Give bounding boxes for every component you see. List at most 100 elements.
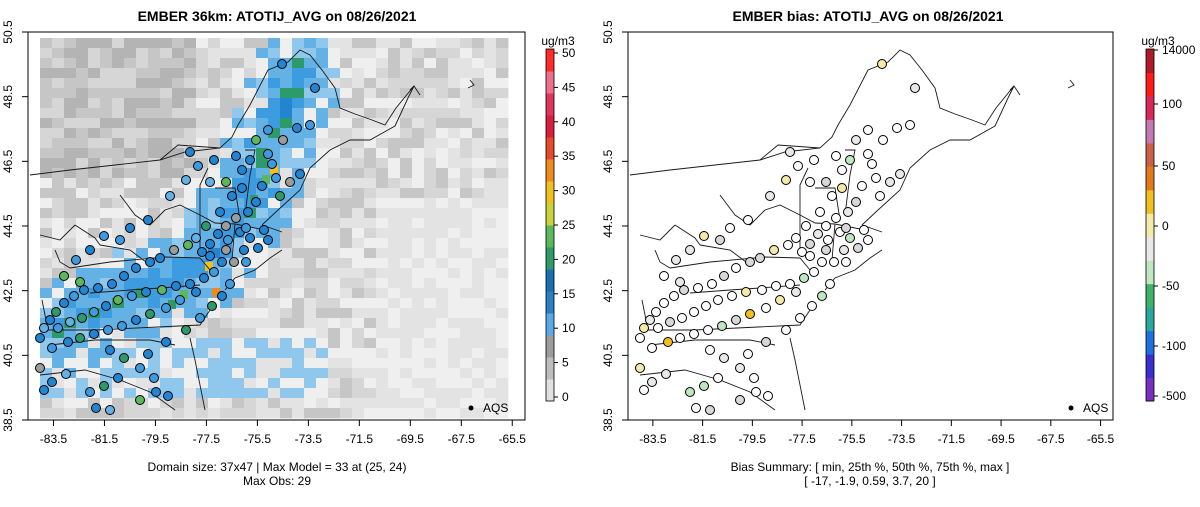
model-grid-cell [40,48,53,59]
model-grid-cell [292,68,305,79]
model-grid-cell [388,408,401,419]
model-grid-cell [328,168,341,179]
model-grid-cell [484,48,497,59]
model-grid-cell [112,198,125,209]
model-grid-cell [64,358,77,369]
model-grid-cell [280,108,293,119]
model-grid-cell [484,368,497,379]
model-grid-cell [280,398,293,409]
model-grid-cell [100,108,113,119]
station-point [831,151,841,161]
station-point [292,123,302,133]
model-grid-cell [328,128,341,139]
station-point [199,273,209,283]
model-grid-cell [160,168,173,179]
model-grid-cell [88,48,101,59]
model-grid-cell [328,148,341,159]
model-grid-cell [424,248,437,259]
model-grid-cell [112,118,125,129]
model-grid-cell [52,88,65,99]
model-grid-cell [136,68,149,79]
model-grid-cell [292,308,305,319]
station-point [725,223,735,233]
model-grid-cell [496,298,509,309]
model-grid-cell [76,158,89,169]
model-grid-cell [268,338,281,349]
model-grid-cell [232,48,245,59]
model-grid-cell [124,58,137,69]
station-point [731,315,741,325]
model-grid-cell [40,278,53,289]
model-grid-cell [448,248,461,259]
map-boundary-line [29,49,415,226]
model-grid-cell [472,318,485,329]
model-grid-cell [208,128,221,139]
model-grid-cell [448,208,461,219]
colorbar-tick-label: 50 [1162,159,1176,173]
model-grid-cell [196,308,209,319]
colorbar-swatch [1146,95,1154,120]
station-point [801,221,811,231]
model-grid-cell [172,218,185,229]
model-grid-cell [232,328,245,339]
model-grid-cell [280,38,293,49]
x-tick-label: -71.5 [346,432,374,446]
model-grid-cell [88,88,101,99]
model-grid-cell [364,248,377,259]
model-grid-cell [460,378,473,389]
model-grid-cell [232,78,245,89]
model-grid-cell [244,408,257,419]
model-grid-cell [268,388,281,399]
model-grid-cell [364,138,377,149]
model-grid-cell [340,138,353,149]
station-point [143,215,153,225]
model-grid-cell [316,328,329,339]
model-grid-cell [160,48,173,59]
station-point [791,233,801,243]
model-grid-cell [196,128,209,139]
model-grid-cell [160,38,173,49]
model-grid-cell [184,328,197,339]
model-grid-cell [244,388,257,399]
model-grid-cell [316,288,329,299]
model-grid-cell [124,298,137,309]
station-point [813,229,823,239]
model-grid-cell [460,308,473,319]
model-grid-cell [88,398,101,409]
model-grid-cell [100,148,113,159]
model-grid-cell [148,188,161,199]
station-point [691,403,701,413]
model-grid-cell [40,178,53,189]
model-grid-cell [64,258,77,269]
model-grid-cell [148,158,161,169]
model-grid-cell [148,88,161,99]
model-grid-cell [340,398,353,409]
model-grid-cell [172,328,185,339]
model-grid-cell [388,378,401,389]
model-grid-cell [148,208,161,219]
model-grid-cell [472,358,485,369]
model-grid-cell [436,248,449,259]
model-grid-cell [460,148,473,159]
model-grid-cell [352,358,365,369]
station-point [823,235,833,245]
model-grid-cell [316,228,329,239]
colorbar-swatch [546,159,554,182]
model-grid-cell [244,128,257,139]
model-grid-cell [376,258,389,269]
x-tick-label: -81.5 [689,432,717,446]
model-grid-cell [268,148,281,159]
model-grid-cell [280,358,293,369]
colorbar-swatch [546,49,554,72]
station-point [127,291,137,301]
right-footer-line2: [ -17, -1.9, 0.59, 3.7, 20 ] [804,474,935,488]
model-grid-cell [52,328,65,339]
model-grid-cell [136,368,149,379]
model-grid-cell [136,308,149,319]
station-point [201,221,211,231]
model-grid-cell [52,178,65,189]
model-grid-cell [364,98,377,109]
model-grid-cell [172,268,185,279]
station-point [231,151,241,161]
model-grid-cell [328,328,341,339]
